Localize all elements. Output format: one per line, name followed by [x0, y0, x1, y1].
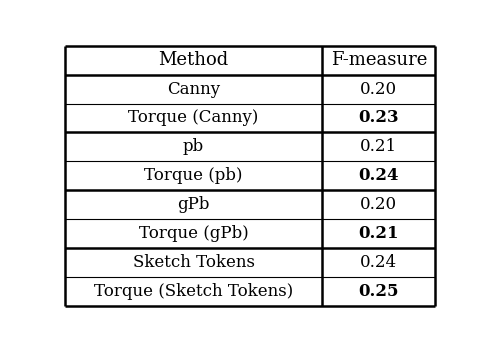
Text: 0.21: 0.21	[359, 225, 399, 242]
Text: pb: pb	[183, 139, 204, 155]
Text: gPb: gPb	[177, 196, 210, 213]
Text: Sketch Tokens: Sketch Tokens	[133, 254, 255, 271]
Text: Torque (gPb): Torque (gPb)	[139, 225, 248, 242]
Text: 0.21: 0.21	[360, 139, 397, 155]
Text: 0.24: 0.24	[359, 167, 399, 184]
Text: Torque (pb): Torque (pb)	[144, 167, 243, 184]
Text: 0.23: 0.23	[359, 110, 399, 126]
Text: Canny: Canny	[167, 81, 220, 97]
Text: Torque (Canny): Torque (Canny)	[128, 110, 259, 126]
Text: Torque (Sketch Tokens): Torque (Sketch Tokens)	[94, 283, 293, 300]
Text: F-measure: F-measure	[331, 51, 427, 69]
Text: 0.20: 0.20	[360, 196, 397, 213]
Text: 0.20: 0.20	[360, 81, 397, 97]
Text: Method: Method	[159, 51, 229, 69]
Text: 0.24: 0.24	[360, 254, 397, 271]
Text: 0.25: 0.25	[359, 283, 399, 300]
